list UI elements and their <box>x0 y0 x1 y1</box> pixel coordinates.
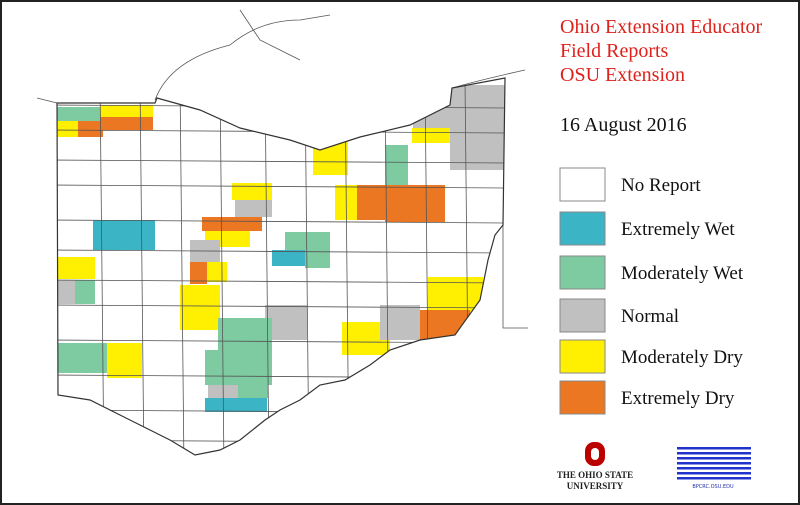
date: 16 August 2016 <box>560 114 687 136</box>
county-line <box>219 79 225 455</box>
county-line <box>99 79 105 455</box>
lake-outlines <box>36 9 528 329</box>
legend-swatch <box>559 167 606 202</box>
county-line <box>57 184 505 189</box>
logo-stripe <box>677 472 751 475</box>
legend-label: Extremely Dry <box>621 388 735 409</box>
osu-logo: THE OHIO STATE UNIVERSITY <box>557 442 633 491</box>
logo-stripe <box>677 462 751 465</box>
county-line <box>179 79 185 455</box>
legend-label: Moderately Wet <box>621 263 744 284</box>
logo-stripe <box>677 467 751 470</box>
legend-swatch <box>559 339 606 374</box>
county-line <box>57 279 505 284</box>
county-line <box>264 79 270 455</box>
county-line <box>57 249 505 254</box>
logo-stripe <box>677 452 751 455</box>
legend-label: No Report <box>621 175 701 196</box>
county-line <box>57 159 505 164</box>
legend-label: Extremely Wet <box>621 219 735 240</box>
county-line <box>57 304 505 309</box>
legend-label: Normal <box>621 306 679 327</box>
logo-stripe <box>677 457 751 460</box>
osu-name: THE OHIO STATE <box>557 470 633 480</box>
county-line <box>139 79 145 455</box>
legend-swatch <box>559 380 606 415</box>
legend-label: Moderately Dry <box>621 347 743 368</box>
county-line <box>57 219 505 224</box>
legend-swatch <box>559 211 606 246</box>
bpcrc-logo: BPCRC.OSU.EDU <box>677 447 751 490</box>
title-line: OSU Extension <box>560 64 685 86</box>
title-line: Ohio Extension Educator <box>560 16 763 38</box>
title-block: Ohio Extension Educator Field Reports OS… <box>560 16 763 136</box>
legend: No Report Extremely Wet Moderately Wet Norm… <box>559 167 744 415</box>
osu-name: UNIVERSITY <box>567 481 624 491</box>
legend-swatch <box>559 298 606 333</box>
title-line: Field Reports <box>560 40 669 62</box>
legend-swatch <box>559 255 606 290</box>
logo-stripe <box>677 447 751 450</box>
bpcrc-url: BPCRC.OSU.EDU <box>692 484 734 490</box>
logo-stripe <box>677 477 751 480</box>
